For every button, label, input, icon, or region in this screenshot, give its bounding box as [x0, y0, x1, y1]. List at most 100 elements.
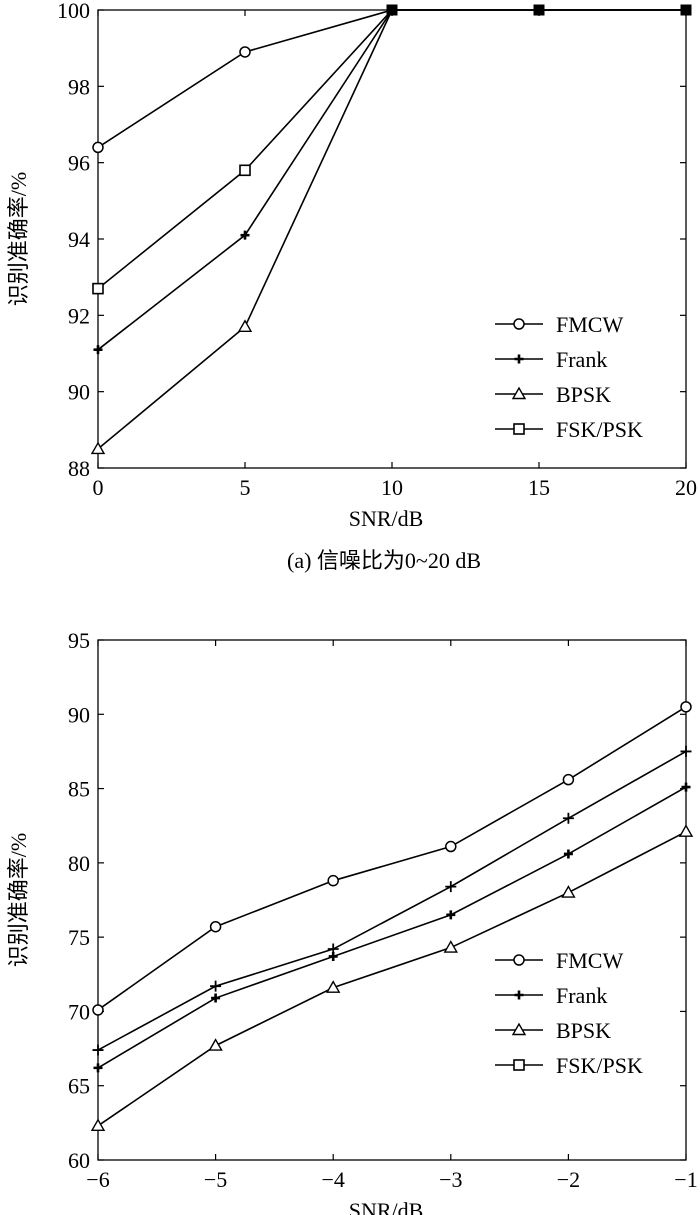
- series-line: [97, 750, 687, 1051]
- data-point: [239, 164, 251, 177]
- legend-marker: [514, 990, 524, 1000]
- legend-marker: [511, 1022, 527, 1036]
- series-bpsk: [90, 824, 694, 1132]
- x-tick-label: 10: [381, 475, 403, 500]
- legend-label: Frank: [556, 983, 607, 1008]
- data-point: [93, 345, 103, 355]
- data-point: [208, 1038, 223, 1051]
- y-tick-label: 80: [68, 851, 90, 876]
- series-line: [97, 706, 687, 1011]
- data-point: [92, 1004, 104, 1016]
- legend-label: BPSK: [556, 382, 611, 407]
- data-point: [240, 230, 250, 240]
- plot-frame: [97, 639, 687, 1161]
- series-fsk-psk: [92, 4, 692, 295]
- series-frank: [93, 782, 691, 1073]
- y-tick-label: 98: [68, 74, 90, 99]
- legend-entry: Frank: [495, 347, 607, 372]
- y-tick-label: 60: [68, 1148, 90, 1173]
- x-tick-label: 5: [240, 475, 251, 500]
- series-line: [97, 9, 686, 351]
- data-point: [443, 940, 459, 953]
- data-point: [327, 874, 339, 887]
- x-axis-label: SNR/dB: [349, 1198, 424, 1215]
- data-point: [445, 881, 457, 893]
- y-tick-label: 65: [68, 1074, 90, 1099]
- data-point: [239, 46, 251, 58]
- data-point: [210, 980, 222, 992]
- data-point: [562, 773, 575, 786]
- legend-marker: [513, 1059, 525, 1071]
- y-tick-label: 92: [68, 303, 90, 328]
- data-point: [681, 782, 691, 792]
- data-point: [92, 282, 104, 295]
- data-point: [209, 920, 222, 933]
- data-point: [90, 441, 106, 455]
- data-point: [680, 701, 692, 713]
- data-point: [386, 4, 398, 16]
- legend-entry: BPSK: [495, 1018, 611, 1043]
- legend: FMCW Frank BPSK FSK/PSK: [495, 948, 643, 1078]
- legend-label: BPSK: [556, 1018, 611, 1043]
- x-axis-label: SNR/dB: [349, 506, 424, 531]
- data-point: [680, 745, 692, 757]
- figure-caption: (a) 信噪比为0~20 dB: [287, 548, 481, 573]
- legend-label: Frank: [556, 347, 607, 372]
- data-point: [680, 4, 692, 16]
- x-tick-label: −1: [674, 1167, 697, 1192]
- x-tick-label: −4: [321, 1167, 344, 1192]
- series-line: [97, 9, 686, 290]
- legend-entry: FSK/PSK: [495, 1053, 643, 1078]
- legend-entry: FMCW: [495, 948, 623, 973]
- data-point: [327, 943, 339, 955]
- data-point: [562, 812, 574, 824]
- y-tick-label: 88: [68, 456, 90, 481]
- data-point: [93, 1063, 103, 1073]
- legend-marker: [513, 954, 525, 966]
- legend-label: FMCW: [556, 312, 623, 337]
- legend-entry: Frank: [495, 983, 607, 1008]
- x-tick-label: 15: [528, 475, 550, 500]
- y-tick-label: 95: [68, 628, 90, 653]
- legend: FMCW Frank BPSK FSK/PSK: [495, 312, 643, 442]
- data-point: [211, 993, 221, 1003]
- series-fsk-psk: [92, 745, 692, 1056]
- series-fmcw: [92, 701, 692, 1016]
- legend-label: FSK/PSK: [556, 1053, 643, 1078]
- data-point: [446, 910, 456, 920]
- legend-entry: BPSK: [495, 382, 611, 407]
- x-tick-label: −3: [439, 1167, 462, 1192]
- y-tick-label: 94: [68, 227, 90, 252]
- y-axis-label: 识别准确率/%: [6, 833, 31, 967]
- y-tick-label: 96: [68, 151, 90, 176]
- x-tick-label: −5: [204, 1167, 227, 1192]
- x-tick-label: −6: [86, 1167, 109, 1192]
- legend-marker: [513, 423, 525, 435]
- series-line: [97, 830, 687, 1127]
- data-point: [90, 1118, 106, 1132]
- data-point: [678, 824, 694, 837]
- y-tick-label: 100: [57, 0, 90, 23]
- series-fmcw: [92, 4, 692, 154]
- data-point: [325, 980, 341, 993]
- chart-panel-b: 60 65 70 75 80 85 90 95 −6 −5 −4 −3 −2 −1 SNR/dB 识别准确率/…: [6, 628, 698, 1215]
- data-point: [237, 319, 253, 332]
- legend-marker: [511, 386, 527, 400]
- legend-label: FMCW: [556, 948, 623, 973]
- legend-marker: [513, 318, 525, 330]
- y-tick-label: 85: [68, 777, 90, 802]
- series-frank: [93, 4, 692, 355]
- legend-marker: [514, 354, 524, 364]
- legend-entry: FMCW: [495, 312, 623, 337]
- data-point: [561, 885, 576, 898]
- series-line: [97, 786, 687, 1069]
- data-point: [445, 840, 457, 853]
- y-tick-label: 90: [68, 380, 90, 405]
- y-tick-label: 75: [68, 925, 90, 950]
- y-tick-label: 90: [68, 702, 90, 727]
- data-point: [92, 1044, 104, 1056]
- data-point: [563, 849, 573, 859]
- data-point: [533, 4, 545, 16]
